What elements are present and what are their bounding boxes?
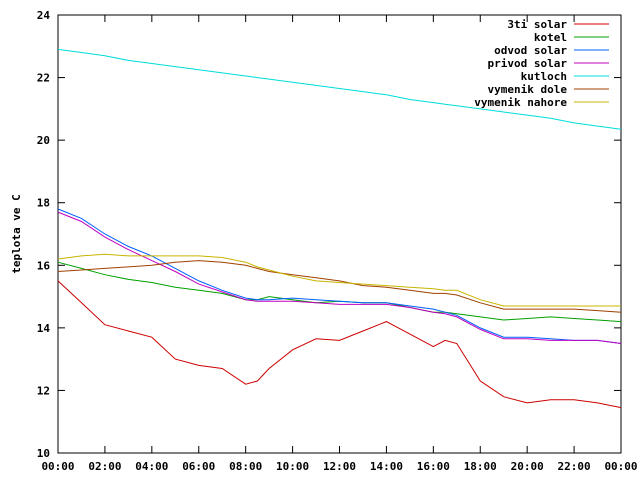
series-line-1	[57, 261, 622, 323]
series-lines	[57, 48, 622, 409]
x-tick-label: 16:00	[417, 460, 450, 473]
x-tick-label: 00:00	[604, 460, 637, 473]
y-tick-label: 18	[37, 197, 50, 210]
series-line-3	[57, 211, 622, 344]
series-line-2	[57, 208, 622, 344]
x-tick-label: 02:00	[88, 460, 121, 473]
y-tick-label: 24	[37, 9, 51, 22]
axis-ticks: 00:00 02:00 04:00 06:00 08:00 10:00 12:00 14:00…	[37, 9, 638, 473]
y-tick-label: 12	[37, 384, 50, 397]
legend-label: kutloch	[521, 70, 567, 83]
x-tick-label: 00:00	[41, 460, 74, 473]
x-tick-label: 22:00	[558, 460, 591, 473]
legend-label: kotel	[534, 31, 567, 44]
y-tick-label: 16	[37, 259, 51, 272]
y-tick-label: 14	[37, 322, 51, 335]
x-tick-label: 14:00	[370, 460, 403, 473]
x-tick-label: 20:00	[511, 460, 544, 473]
series-line-4	[57, 48, 622, 130]
x-tick-label: 08:00	[229, 460, 262, 473]
x-tick-label: 04:00	[135, 460, 168, 473]
legend-label: vymenik nahore	[474, 96, 567, 109]
x-tick-label: 06:00	[182, 460, 215, 473]
series-line-0	[57, 280, 622, 409]
legend-label: 3ti solar	[507, 18, 567, 31]
y-tick-label: 10	[37, 447, 50, 460]
x-tick-label: 12:00	[323, 460, 356, 473]
y-axis-label: teplota ve C	[10, 194, 23, 273]
legend-label: vymenik dole	[488, 83, 568, 96]
x-tick-label: 18:00	[464, 460, 497, 473]
legend-label: odvod solar	[494, 44, 567, 57]
y-tick-label: 22	[37, 72, 50, 85]
series-line-5	[57, 260, 622, 313]
x-tick-label: 10:00	[276, 460, 309, 473]
legend-label: privod solar	[488, 57, 568, 70]
series-line-6	[57, 253, 621, 307]
y-tick-label: 20	[37, 134, 50, 147]
